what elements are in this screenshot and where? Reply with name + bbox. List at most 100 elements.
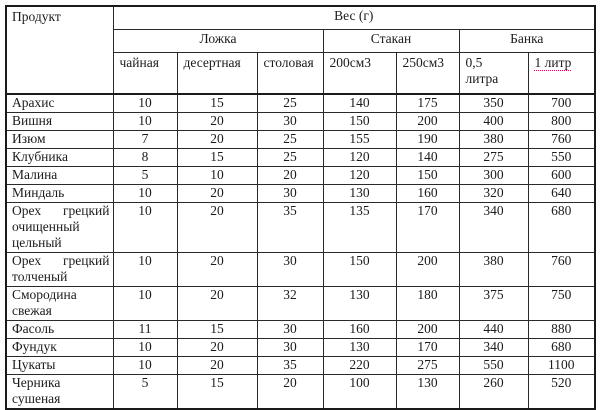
product-cell: Миндаль <box>5 184 114 203</box>
value-cell: 130 <box>322 184 397 203</box>
value-cell: 7 <box>112 130 178 149</box>
value-cell: 200 <box>395 320 460 339</box>
value-cell: 300 <box>458 166 529 185</box>
table-header: Продукт Вес (г) Ложка Стакан Банка чайна… <box>5 5 596 95</box>
product-cell: Малина <box>5 166 114 185</box>
value-cell: 150 <box>322 112 397 131</box>
table-row: Фасоль 11 15 30 160 200 440 880 <box>5 320 596 339</box>
table-row: Цукаты 10 20 35 220 275 550 1100 <box>5 356 596 375</box>
value-cell: 275 <box>458 148 529 167</box>
table-row: Орех грецкий очищенный цельный 10 20 35 135 1… <box>5 202 596 253</box>
header-row-subcolumns: чайная десертная столовая 200см3 250см3 … <box>6 52 596 95</box>
sub-header-tablespoon: столовая <box>256 52 324 95</box>
value-cell: 120 <box>322 166 397 185</box>
value-cell: 170 <box>395 338 460 357</box>
product-cell: Орех грецкий очищенный цельный <box>5 202 114 253</box>
table-row: Орех грецкий толченый 10 20 30 150 200 380 760 <box>5 252 596 287</box>
value-cell: 140 <box>395 148 460 167</box>
table-body: Арахис 10 15 25 140 175 350 700 Вишня 10 20 30 150 20… <box>5 93 596 410</box>
value-cell: 20 <box>256 374 324 410</box>
sub-header-glass-200: 200см3 <box>322 52 397 95</box>
sub-header-glass-250: 250см3 <box>395 52 460 95</box>
value-cell: 190 <box>395 130 460 149</box>
value-cell: 350 <box>458 93 529 113</box>
product-cell: Фундук <box>5 338 114 357</box>
value-cell: 760 <box>527 130 596 149</box>
value-cell: 340 <box>458 338 529 357</box>
value-cell: 140 <box>322 93 397 113</box>
value-cell: 520 <box>527 374 596 410</box>
product-cell: Смородина свежая <box>5 286 114 321</box>
value-cell: 8 <box>112 148 178 167</box>
value-cell: 20 <box>176 130 258 149</box>
value-cell: 20 <box>176 356 258 375</box>
sub-header-dessert: десертная <box>176 52 258 95</box>
sub-header-teaspoon: чайная <box>112 52 178 95</box>
product-cell: Цукаты <box>5 356 114 375</box>
value-cell: 150 <box>322 252 397 287</box>
weight-conversion-table: Продукт Вес (г) Ложка Стакан Банка чайна… <box>5 5 597 410</box>
value-cell: 340 <box>458 202 529 253</box>
value-cell: 15 <box>176 374 258 410</box>
value-cell: 160 <box>322 320 397 339</box>
value-cell: 180 <box>395 286 460 321</box>
product-cell: Клубника <box>5 148 114 167</box>
value-cell: 15 <box>176 93 258 113</box>
value-cell: 200 <box>395 112 460 131</box>
value-cell: 680 <box>527 338 596 357</box>
value-cell: 640 <box>527 184 596 203</box>
table-row: Изюм 7 20 25 155 190 380 760 <box>5 130 596 149</box>
value-cell: 25 <box>256 130 324 149</box>
value-cell: 30 <box>256 112 324 131</box>
value-cell: 880 <box>527 320 596 339</box>
value-cell: 155 <box>322 130 397 149</box>
value-cell: 130 <box>322 286 397 321</box>
value-cell: 275 <box>395 356 460 375</box>
value-cell: 550 <box>458 356 529 375</box>
value-cell: 130 <box>322 338 397 357</box>
value-cell: 260 <box>458 374 529 410</box>
table-row: Черника сушеная 5 15 20 100 130 260 520 <box>5 374 596 410</box>
value-cell: 1100 <box>527 356 596 375</box>
header-row-groups: Ложка Стакан Банка <box>6 29 596 53</box>
value-cell: 20 <box>176 338 258 357</box>
table-row: Смородина свежая 10 20 32 130 180 375 750 <box>5 286 596 321</box>
value-cell: 100 <box>322 374 397 410</box>
value-cell: 440 <box>458 320 529 339</box>
group-header-glass: Стакан <box>322 29 460 53</box>
product-cell: Изюм <box>5 130 114 149</box>
table-row: Клубника 8 15 25 120 140 275 550 <box>5 148 596 167</box>
value-cell: 10 <box>176 166 258 185</box>
value-cell: 15 <box>176 320 258 339</box>
value-cell: 11 <box>112 320 178 339</box>
value-cell: 700 <box>527 93 596 113</box>
value-cell: 375 <box>458 286 529 321</box>
value-cell: 10 <box>112 252 178 287</box>
value-cell: 25 <box>256 93 324 113</box>
value-cell: 30 <box>256 184 324 203</box>
group-header-spoon: Ложка <box>112 29 324 53</box>
value-cell: 20 <box>176 252 258 287</box>
value-cell: 170 <box>395 202 460 253</box>
value-cell: 680 <box>527 202 596 253</box>
product-cell: Фасоль <box>5 320 114 339</box>
value-cell: 30 <box>256 252 324 287</box>
value-cell: 10 <box>112 286 178 321</box>
value-cell: 150 <box>395 166 460 185</box>
value-cell: 5 <box>112 374 178 410</box>
value-cell: 380 <box>458 130 529 149</box>
col-header-product: Продукт <box>5 5 114 95</box>
value-cell: 380 <box>458 252 529 287</box>
value-cell: 400 <box>458 112 529 131</box>
product-cell: Орех грецкий толченый <box>5 252 114 287</box>
group-header-jar: Банка <box>458 29 596 53</box>
value-cell: 30 <box>256 320 324 339</box>
value-cell: 20 <box>176 112 258 131</box>
value-cell: 320 <box>458 184 529 203</box>
value-cell: 5 <box>112 166 178 185</box>
col-header-weight: Вес (г) <box>112 5 596 30</box>
document-page: Продукт Вес (г) Ложка Стакан Банка чайна… <box>5 5 597 410</box>
value-cell: 160 <box>395 184 460 203</box>
value-cell: 220 <box>322 356 397 375</box>
sub-header-jar-1l: 1 литр <box>527 52 596 95</box>
